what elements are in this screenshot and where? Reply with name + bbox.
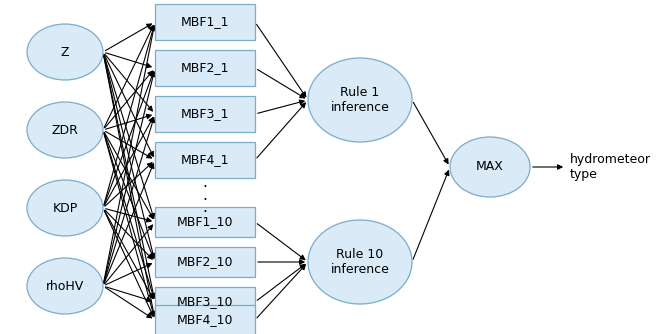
- FancyBboxPatch shape: [155, 287, 255, 317]
- FancyBboxPatch shape: [155, 305, 255, 334]
- Ellipse shape: [27, 258, 103, 314]
- Text: ZDR: ZDR: [51, 124, 79, 137]
- Text: Rule 10
inference: Rule 10 inference: [331, 248, 389, 276]
- Ellipse shape: [308, 220, 412, 304]
- FancyBboxPatch shape: [155, 207, 255, 237]
- Ellipse shape: [27, 102, 103, 158]
- Text: MBF1_1: MBF1_1: [181, 15, 229, 28]
- Text: MAX: MAX: [476, 161, 504, 173]
- Text: MBF3_10: MBF3_10: [177, 296, 233, 309]
- Text: MBF1_10: MBF1_10: [177, 215, 233, 228]
- Text: MBF4_10: MBF4_10: [177, 314, 233, 327]
- Text: Z: Z: [61, 45, 69, 58]
- Text: MBF2_10: MBF2_10: [177, 256, 233, 269]
- FancyBboxPatch shape: [155, 50, 255, 86]
- Text: KDP: KDP: [52, 201, 78, 214]
- Ellipse shape: [27, 24, 103, 80]
- FancyBboxPatch shape: [155, 96, 255, 132]
- Ellipse shape: [450, 137, 530, 197]
- Text: hydrometeor
type: hydrometeor type: [570, 153, 651, 181]
- Text: Rule 1
inference: Rule 1 inference: [331, 86, 389, 114]
- Text: MBF4_1: MBF4_1: [181, 154, 229, 167]
- Text: rhoHV: rhoHV: [46, 280, 84, 293]
- Ellipse shape: [308, 58, 412, 142]
- Text: MBF3_1: MBF3_1: [181, 108, 229, 121]
- Text: .
.
.: . . .: [203, 175, 207, 215]
- FancyBboxPatch shape: [155, 247, 255, 277]
- Ellipse shape: [27, 180, 103, 236]
- FancyBboxPatch shape: [155, 4, 255, 40]
- FancyBboxPatch shape: [155, 142, 255, 178]
- Text: MBF2_1: MBF2_1: [181, 61, 229, 74]
